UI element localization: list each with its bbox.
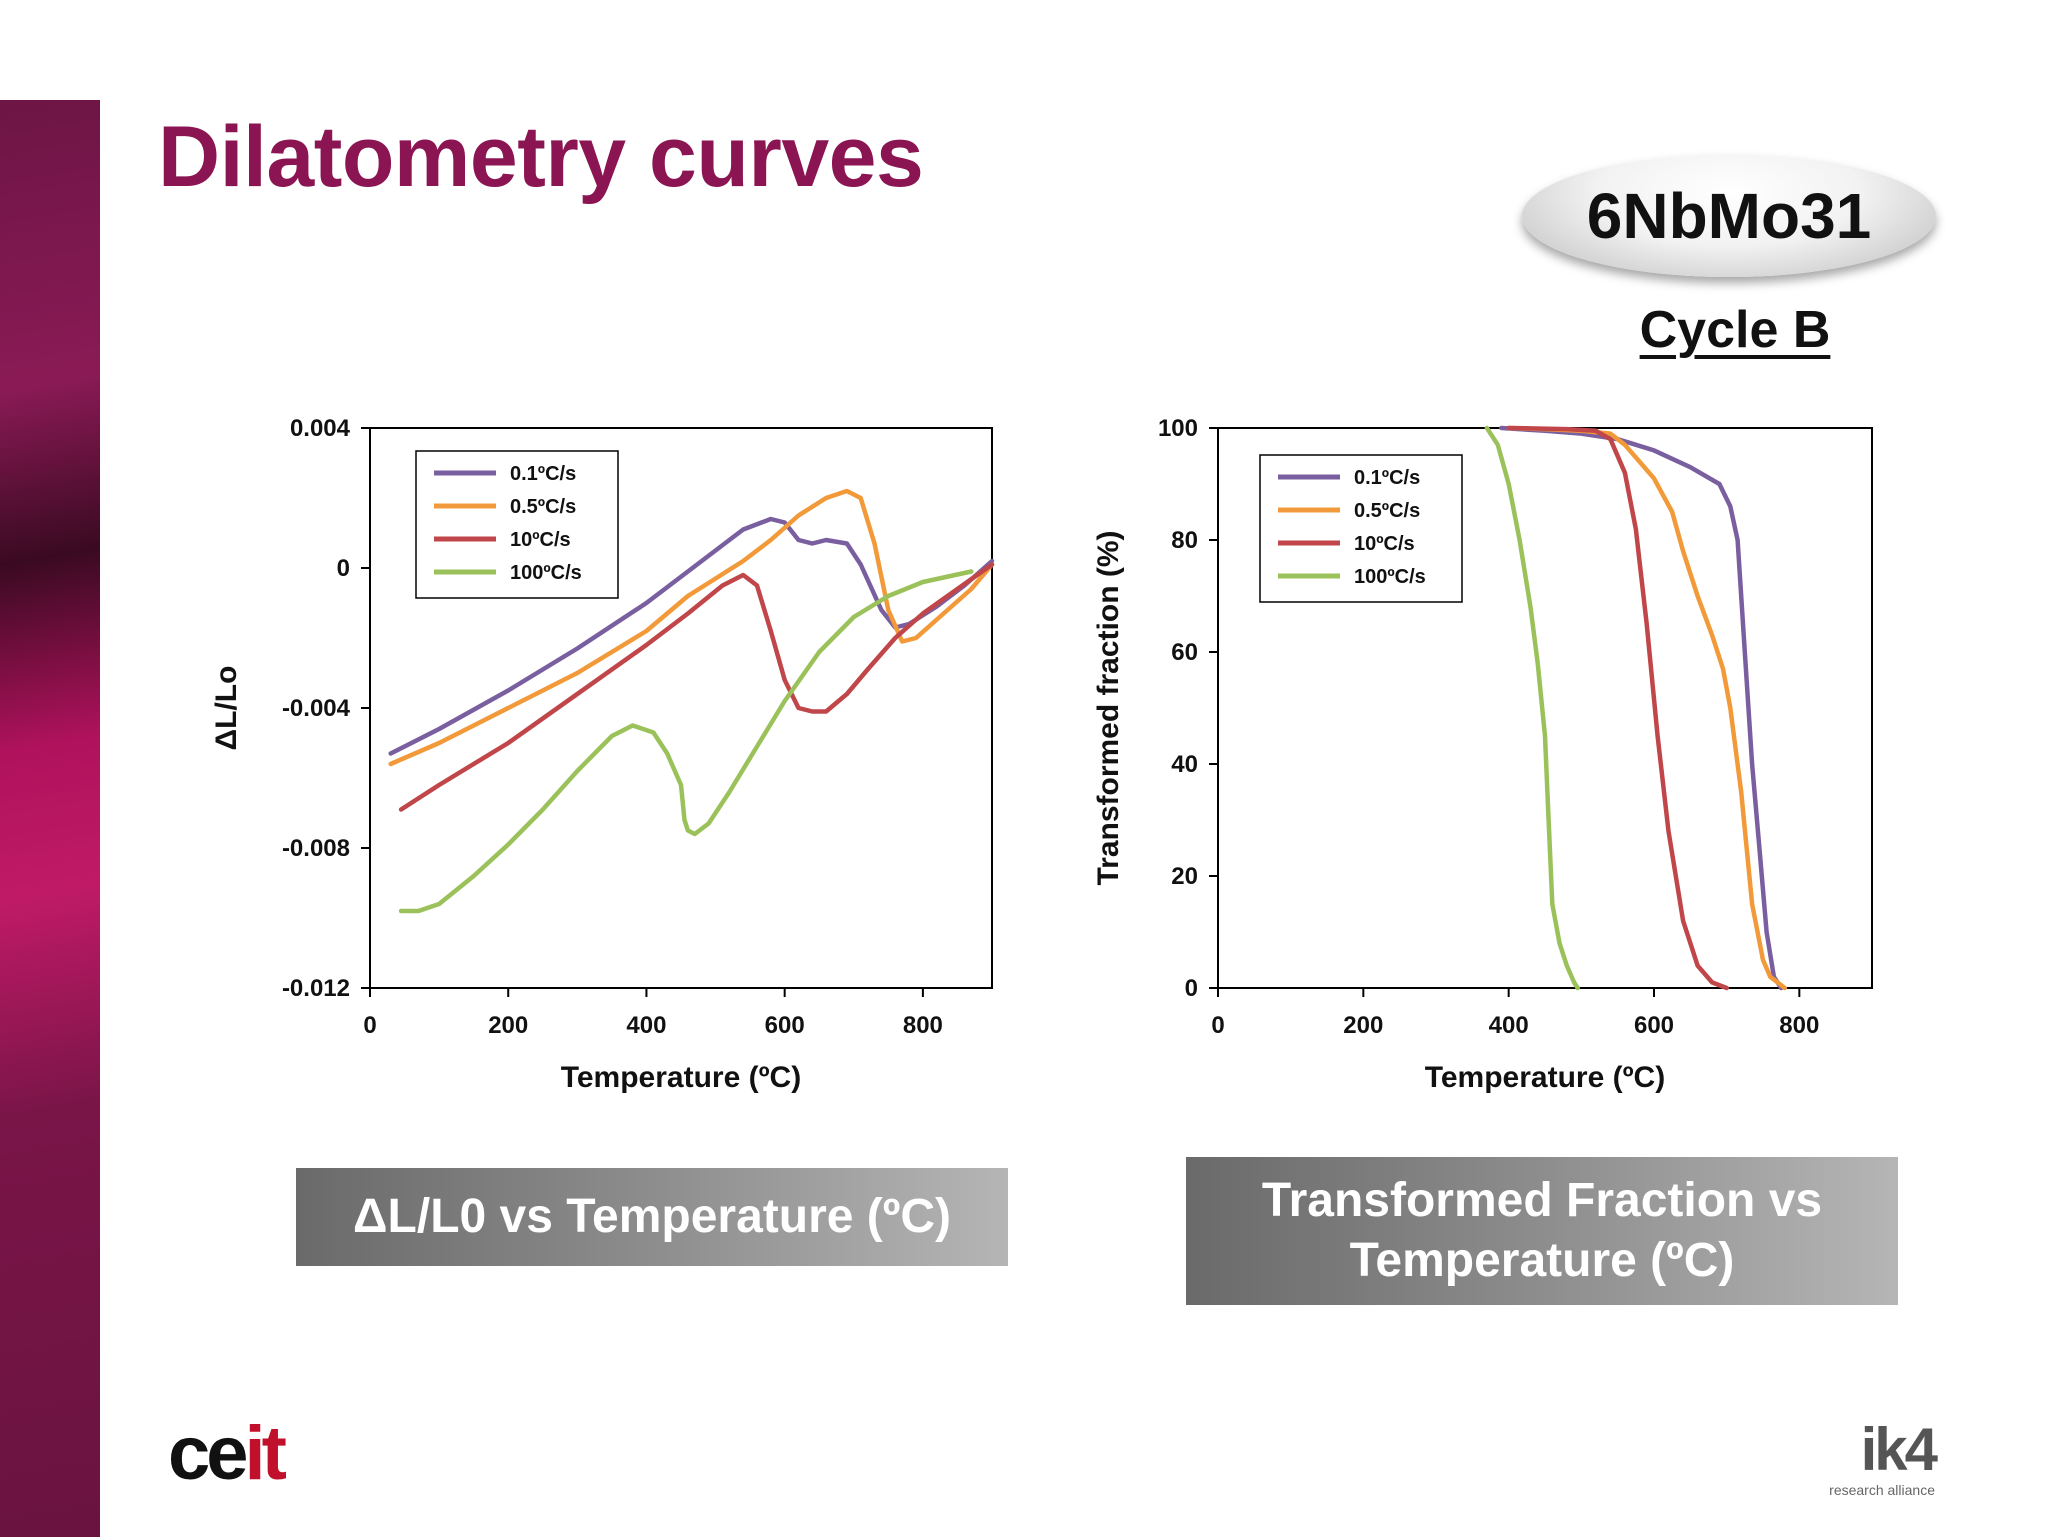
y-tick-label: 0.004: [290, 415, 351, 442]
legend: 0.1ºC/s 0.5ºC/s 10ºC/s 100ºC/s: [1259, 454, 1463, 603]
caption-transformed-fraction: Transformed Fraction vs Temperature (ºC): [1186, 1157, 1898, 1305]
x-tick-label: 0: [1211, 1012, 1224, 1039]
cycle-label: Cycle B: [1639, 301, 1831, 359]
y-tick-label: 20: [1171, 863, 1198, 890]
legend-entry: 0.1ºC/s: [510, 463, 576, 485]
ik4-logo-tagline: research alliance: [1829, 1482, 1935, 1498]
legend-entry: 10ºC/s: [510, 529, 571, 551]
x-tick-label: 0: [363, 1012, 376, 1039]
x-tick-label: 600: [1634, 1012, 1674, 1039]
y-tick-label: 60: [1171, 639, 1198, 666]
x-tick-label: 800: [1779, 1012, 1819, 1039]
legend-entry: 100ºC/s: [510, 562, 582, 584]
chart-2: 0 200 400 600 800 0 20 40 60 80 100 Temperature (ºC…: [1092, 415, 1873, 1094]
series-line-2: [1506, 425, 1788, 991]
y-axis-title: Transformed fraction (%): [1092, 530, 1125, 885]
alloy-badge: 6NbMo31: [1522, 155, 1936, 277]
ceit-logo-part-b: it: [244, 1411, 287, 1496]
ik4-logo: ik4 research alliance: [1795, 1416, 1938, 1499]
y-tick-label: 80: [1171, 527, 1198, 554]
y-tick-label: -0.004: [282, 695, 351, 722]
series-line-4: [398, 569, 974, 914]
x-tick-label: 800: [903, 1012, 943, 1039]
x-tick-label: 600: [765, 1012, 805, 1039]
series-line-3: [398, 562, 995, 812]
y-axis-title: ΔL/Lo: [210, 666, 243, 751]
x-tick-label: 200: [488, 1012, 528, 1039]
y-tick-label: -0.008: [282, 835, 350, 862]
x-tick-label: 200: [1343, 1012, 1383, 1039]
x-tick-label: 400: [626, 1012, 666, 1039]
series-line-4: [1484, 425, 1580, 991]
chart-1: 0 200 400 600 800 -0.012 -0.008 -0.004 0 0.004 Tem…: [210, 415, 995, 1094]
series-line-1: [388, 516, 995, 756]
caption-transformed-line2: Temperature (ºC): [1349, 1234, 1735, 1287]
side-bar: [0, 100, 100, 1537]
caption-transformed-line1: Transformed Fraction vs: [1261, 1174, 1823, 1227]
legend-entry: 100ºC/s: [1354, 566, 1426, 588]
x-axis-title: Temperature (ºC): [1425, 1061, 1665, 1094]
y-tick-label: 0: [1185, 975, 1198, 1002]
ceit-logo-part-a: ce: [168, 1411, 249, 1496]
caption-dilatation: ΔL/L0 vs Temperature (ºC): [296, 1168, 1008, 1266]
y-tick-label: 100: [1158, 415, 1198, 442]
page-title: Dilatometry curves: [158, 109, 924, 205]
series-line-2: [388, 488, 995, 767]
ik4-logo-mark: ik4: [1860, 1416, 1938, 1483]
legend: 0.1ºC/s 0.5ºC/s 10ºC/s 100ºC/s: [415, 450, 619, 599]
legend-entry: 0.5ºC/s: [510, 496, 576, 518]
y-tick-label: -0.012: [282, 975, 350, 1002]
legend-entry: 0.1ºC/s: [1354, 467, 1420, 489]
legend-entry: 10ºC/s: [1354, 533, 1415, 555]
caption-dilatation-text: ΔL/L0 vs Temperature (ºC): [353, 1190, 951, 1243]
series-line-3: [1506, 425, 1729, 991]
legend-entry: 0.5ºC/s: [1354, 500, 1420, 522]
y-tick-label: 0: [337, 555, 350, 582]
x-axis-title: Temperature (ºC): [561, 1061, 801, 1094]
x-tick-label: 400: [1489, 1012, 1529, 1039]
series-line-1: [1499, 425, 1784, 991]
y-tick-label: 40: [1171, 751, 1198, 778]
ceit-logo: ceit: [168, 1410, 287, 1497]
